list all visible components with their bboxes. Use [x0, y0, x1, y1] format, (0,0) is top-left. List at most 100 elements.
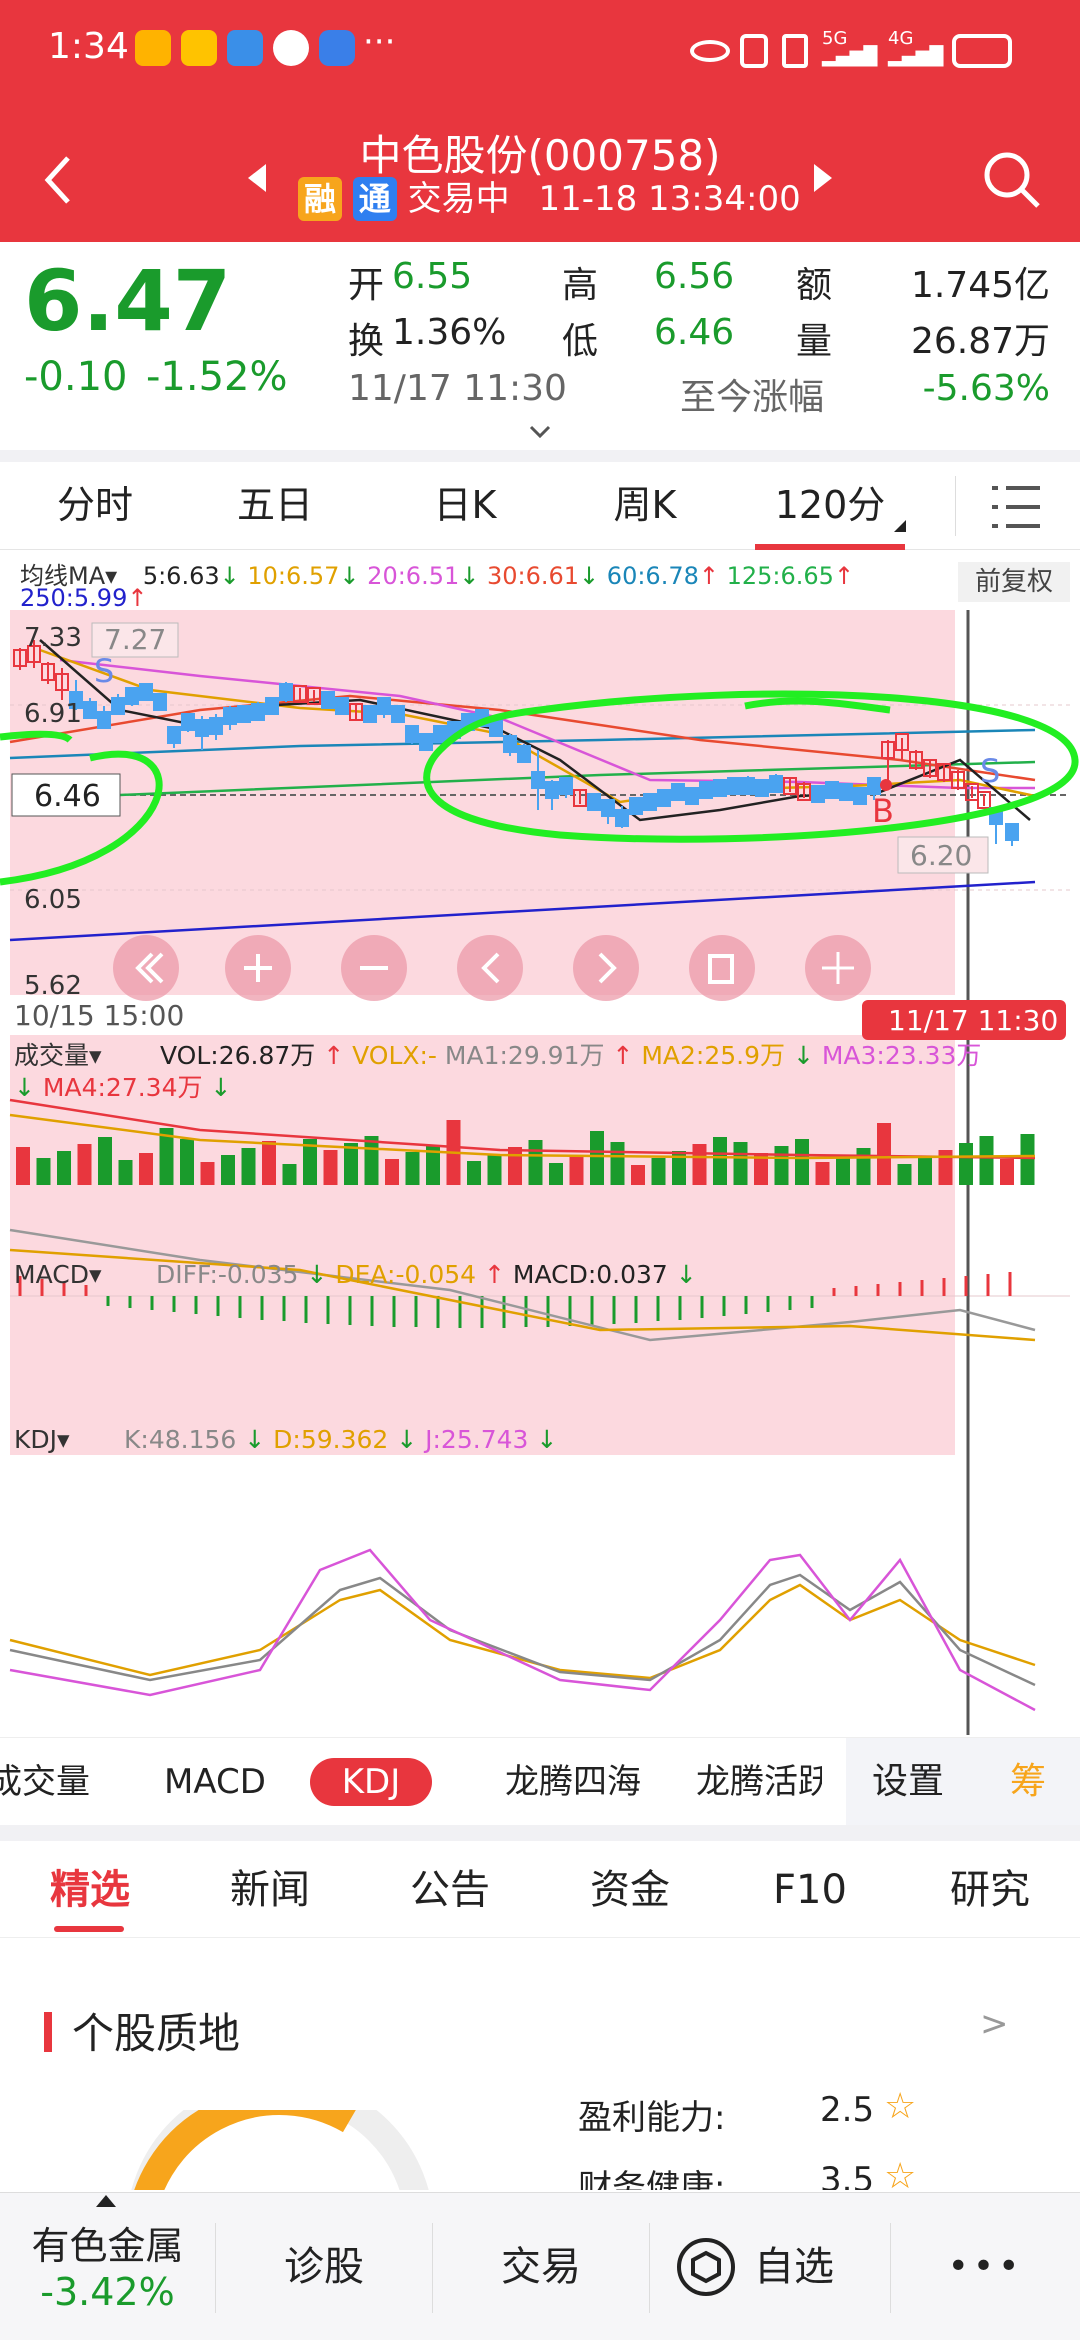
ma-line	[9, 880, 1036, 942]
news-tab-news[interactable]: 新闻	[230, 1867, 310, 1913]
ind-tab-longteng-sihai[interactable]: 龙腾四海	[505, 1762, 641, 1802]
price-axis-top: 7.33	[24, 623, 82, 653]
news-tab-f10[interactable]: F10	[773, 1867, 847, 1913]
volume-bar	[836, 1155, 850, 1185]
candle	[181, 713, 195, 731]
kline-chart[interactable]: 7.33 7.27 6.91 6.46 6.05 5.62 6.20 S B S	[0, 610, 1080, 1735]
star-icon: ☆	[884, 2086, 917, 2127]
high-label: 高	[562, 265, 599, 306]
trip-icon	[227, 30, 263, 66]
ind-tab-volume[interactable]: 成交量	[0, 1762, 90, 1802]
volume-value: 26.87万	[910, 321, 1050, 362]
indicator-lines	[9, 1228, 1036, 1712]
news-tab-research[interactable]: 研究	[950, 1867, 1030, 1913]
trade-button[interactable]: 交易	[501, 2244, 581, 2290]
indicator-settings-button[interactable]: 设置	[872, 1761, 945, 1802]
dropdown-triangle-icon[interactable]	[892, 518, 908, 534]
ma-title[interactable]: 均线MA	[20, 562, 106, 590]
period-tabs: 分时 五日 日K 周K 120分	[0, 462, 1080, 550]
next-stock-icon[interactable]	[810, 160, 836, 196]
health-value: 3.5	[820, 2160, 875, 2190]
menu-list-icon[interactable]	[990, 482, 1042, 532]
news-tab-announcements[interactable]: 公告	[410, 1867, 490, 1913]
candle	[405, 725, 419, 743]
volume-bar	[385, 1159, 399, 1185]
candle	[69, 691, 83, 709]
nav-separator	[215, 2223, 216, 2313]
sell-signal-2: S	[980, 752, 1000, 790]
j-value: J:25.743	[423, 1425, 528, 1454]
macd-title[interactable]: MACD	[14, 1260, 89, 1289]
volume-legend-line2: ↓ MA4:27.34万 ↓	[14, 1073, 231, 1102]
vol-ma4-value: MA4:27.34万	[43, 1073, 203, 1102]
volume-bar	[631, 1165, 645, 1185]
cursor-time-box	[862, 1000, 1066, 1040]
volume-bar	[692, 1144, 707, 1185]
ind-tab-kdj[interactable]: KDJ	[310, 1758, 432, 1806]
scroll-right-icon-shape	[598, 952, 617, 984]
watchlist-label: 自选	[754, 2244, 834, 2290]
search-icon[interactable]	[980, 148, 1044, 212]
tab-weekly-k[interactable]: 周K	[613, 483, 677, 527]
indicator-tabs: 成交量 MACD KDJ 龙腾四海 龙腾活跃 设置 筹	[0, 1737, 1080, 1826]
diagnose-button[interactable]: 诊股	[284, 2244, 364, 2290]
candle	[629, 797, 643, 815]
sector-change: -3.42%	[40, 2270, 175, 2314]
news-tab-featured[interactable]: 精选	[50, 1867, 130, 1913]
ma-line	[59, 658, 1035, 790]
price-axis-mid: 6.91	[24, 699, 82, 729]
chip-distribution-button[interactable]: 筹	[1010, 1761, 1047, 1802]
expand-chevron-icon[interactable]	[528, 424, 552, 440]
candle	[97, 711, 111, 729]
tab-daily-k[interactable]: 日K	[433, 483, 497, 527]
kdj-title[interactable]: KDJ	[14, 1425, 57, 1454]
tab-five-day[interactable]: 五日	[236, 483, 313, 527]
ind-tab-longteng-active[interactable]: 龙腾活跃	[696, 1762, 822, 1802]
sector-button[interactable]: 有色金属 -3.42%	[0, 2193, 215, 2341]
open-label: 开	[348, 265, 385, 306]
diff-line	[9, 1228, 1036, 1342]
ma-line	[119, 760, 1036, 797]
diff-value: DIFF:-0.035	[156, 1260, 298, 1289]
adjust-toggle[interactable]: 前复权	[958, 562, 1070, 602]
sell-signal: S	[94, 652, 114, 690]
candle	[881, 741, 895, 759]
candle	[909, 751, 923, 769]
ind-tab-macd[interactable]: MACD	[164, 1762, 266, 1802]
rotate-icon[interactable]	[689, 935, 755, 1001]
watchlist-button[interactable]: 自选	[650, 2193, 890, 2341]
volume-title[interactable]: 成交量	[14, 1041, 89, 1070]
scroll-left-icon[interactable]	[457, 935, 523, 1001]
rewind-icon-shape	[135, 952, 154, 984]
watchlist-icon	[677, 2238, 735, 2296]
prev-stock-icon[interactable]	[244, 160, 270, 196]
volume-bar	[733, 1142, 748, 1185]
margin-badge: 融	[298, 177, 342, 221]
dea-line	[9, 1248, 1036, 1342]
candle	[657, 789, 671, 807]
eye-icon	[690, 40, 730, 62]
ma125-value: 125:6.65	[726, 562, 834, 590]
candle	[293, 685, 307, 703]
vol-ma2-value: MA2:25.9万	[641, 1041, 785, 1070]
volume-bar	[549, 1163, 563, 1185]
tab-intraday[interactable]: 分时	[56, 483, 133, 527]
volume-bar	[139, 1153, 153, 1185]
candle	[363, 705, 377, 723]
candle	[755, 779, 769, 797]
vol-ma3-value: MA3:23.33万	[822, 1041, 982, 1070]
more-button[interactable]: •••	[947, 2246, 1024, 2287]
scroll-right-icon[interactable]	[573, 935, 639, 1001]
volume-bar	[918, 1157, 932, 1185]
profit-value: 2.5	[820, 2090, 875, 2130]
back-icon[interactable]	[40, 150, 80, 210]
volume-bar	[877, 1123, 891, 1185]
news-tab-funds[interactable]: 资金	[590, 1867, 670, 1913]
dea-value: DEA:-0.054	[335, 1260, 476, 1289]
volume-bar	[590, 1131, 604, 1185]
quality-more[interactable]: >	[980, 2004, 1009, 2044]
amount-value: 1.745亿	[910, 265, 1050, 306]
volume-bar	[979, 1136, 994, 1185]
active-tab-indicator	[54, 1926, 124, 1932]
tab-120min[interactable]: 120分	[755, 462, 905, 550]
